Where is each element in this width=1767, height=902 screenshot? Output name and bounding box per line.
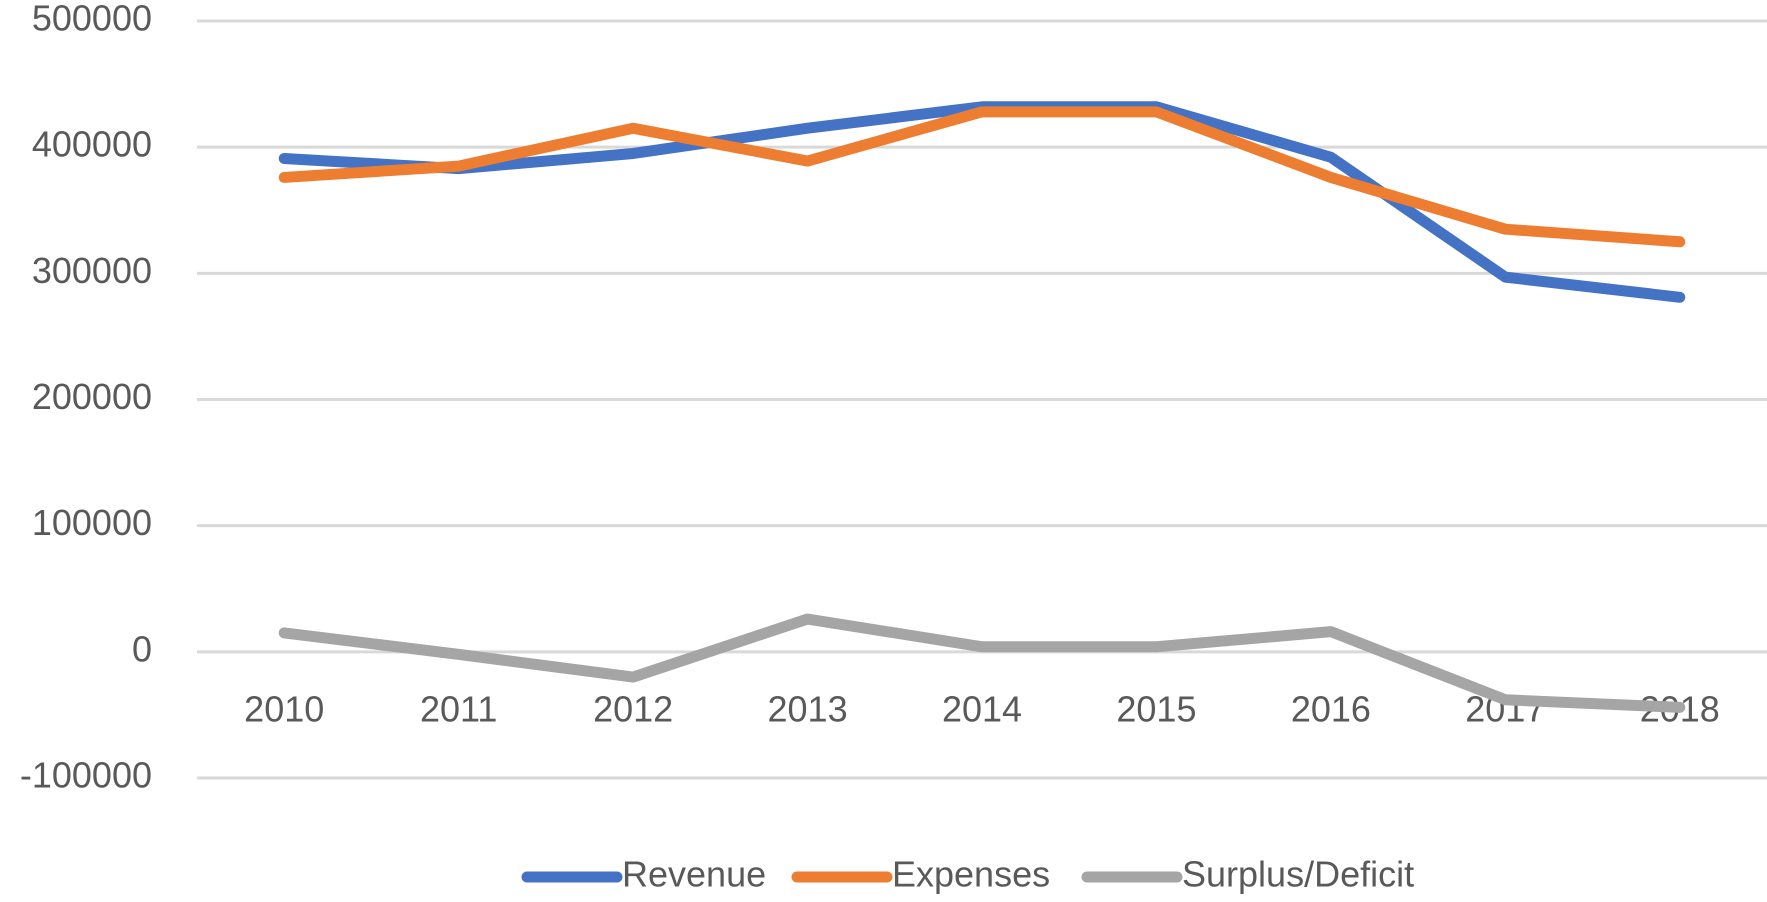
x-tick-label: 2016 (1291, 688, 1371, 729)
x-tick-label: 2011 (420, 688, 497, 729)
x-tick-label: 2015 (1116, 688, 1196, 729)
x-tick-label: 2013 (768, 688, 848, 729)
y-tick-label: 0 (132, 628, 152, 669)
line-series (278, 106, 1686, 248)
x-tick-label: 2014 (942, 688, 1022, 729)
line-series (278, 613, 1686, 713)
y-tick-label: 200000 (32, 376, 152, 417)
legend-label: Expenses (892, 854, 1050, 895)
y-tick-label: 100000 (32, 502, 152, 543)
legend-label: Surplus/Deficit (1182, 854, 1414, 895)
y-tick-label: 500000 (32, 0, 152, 39)
y-tick-label: 300000 (32, 250, 152, 291)
x-tick-label: 2010 (244, 688, 324, 729)
legend-label: Revenue (622, 854, 766, 895)
x-tick-label: 2012 (593, 688, 673, 729)
y-tick-label: -100000 (20, 755, 152, 796)
line-series (278, 101, 1686, 303)
y-tick-label: 400000 (32, 124, 152, 165)
